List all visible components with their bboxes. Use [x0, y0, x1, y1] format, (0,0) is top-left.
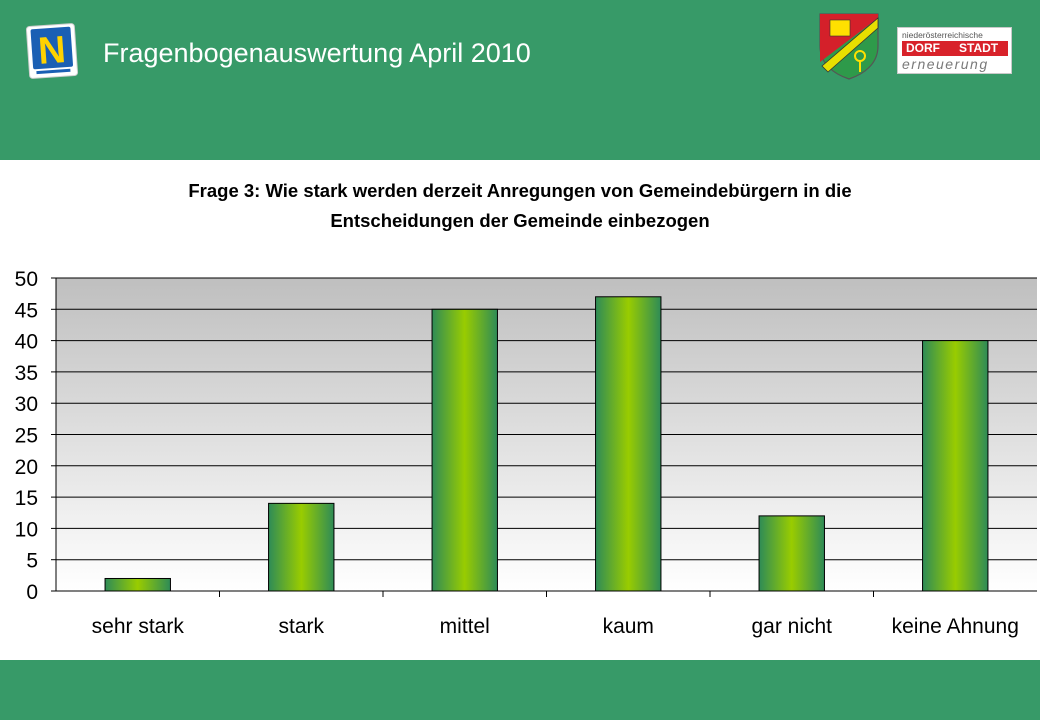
y-tick-label: 25 [15, 425, 38, 448]
chart-title-line-1: Frage 3: Wie stark werden derzeit Anregu… [188, 180, 852, 201]
y-tick-label: 5 [26, 550, 38, 573]
y-tick-label: 45 [15, 299, 38, 322]
dorf-stadt-erneuerung-logo: niederösterreichische DORF STADT erneuer… [897, 27, 1012, 74]
y-tick-label: 40 [15, 331, 38, 354]
municipal-crest-icon [819, 13, 879, 80]
noe-logo-icon: N [25, 23, 79, 79]
x-tick-label: stark [278, 615, 324, 638]
bar-1 [104, 577, 171, 592]
y-tick-label: 15 [15, 487, 38, 510]
logo-letter: N [37, 29, 67, 73]
x-tick-label: sehr stark [92, 615, 185, 638]
y-tick-label: 0 [26, 581, 38, 604]
brand-stadt-text: STADT [959, 41, 999, 55]
page-title: Fragenbogenauswertung April 2010 [103, 38, 531, 68]
brand-banner: DORF STADT [902, 41, 1008, 56]
chart-title-line-2: Entscheidungen der Gemeinde einbezogen [330, 210, 710, 231]
y-tick-label: 30 [15, 393, 38, 416]
brand-bottom-text: erneuerung [902, 56, 989, 72]
x-tick-label: mittel [440, 615, 490, 638]
chart-title: Frage 3: Wie stark werden derzeit Anregu… [60, 176, 980, 236]
y-tick-label: 10 [15, 518, 38, 541]
brand-top-text: niederösterreichische [902, 30, 983, 40]
bar-2 [268, 502, 335, 592]
bar-3 [431, 308, 498, 592]
x-tick-label: kaum [603, 615, 654, 638]
bar-6 [922, 340, 989, 592]
y-tick-label: 35 [15, 362, 38, 385]
x-tick-label: gar nicht [751, 615, 832, 638]
y-tick-label: 50 [15, 268, 38, 291]
footer-band [0, 660, 1040, 720]
bar-5 [758, 515, 825, 592]
brand-dorf-text: DORF [906, 41, 940, 55]
x-tick-label: keine Ahnung [892, 615, 1019, 638]
y-tick-label: 20 [15, 456, 38, 479]
bar-4 [595, 296, 662, 592]
